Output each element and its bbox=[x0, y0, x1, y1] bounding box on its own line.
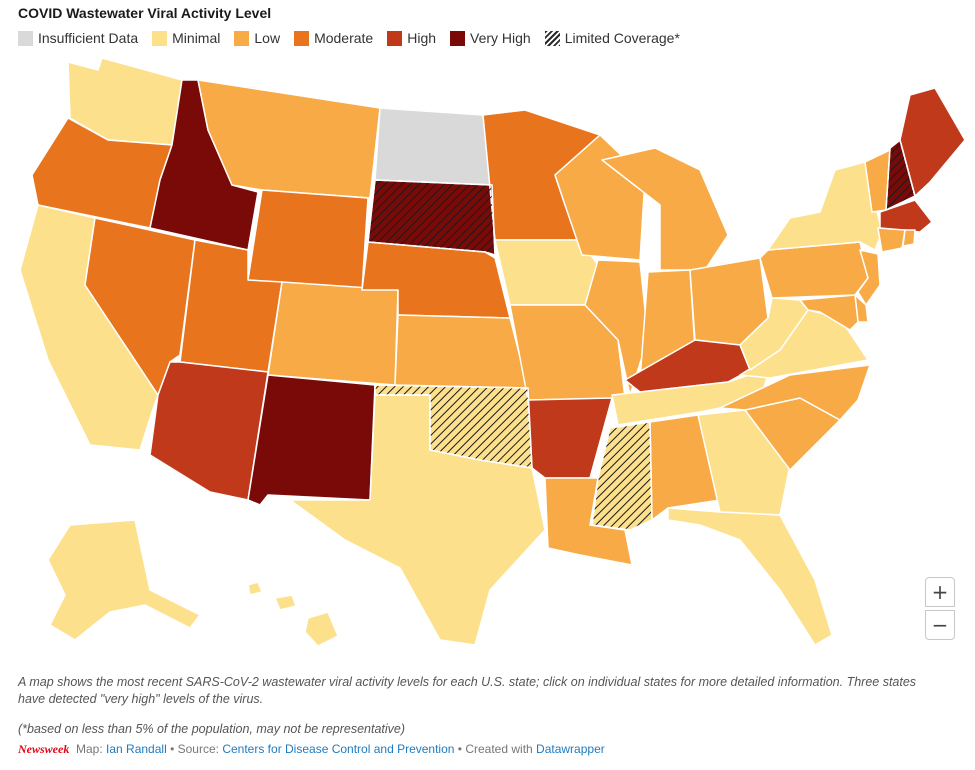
legend-swatch bbox=[152, 30, 168, 46]
legend-label: Moderate bbox=[314, 30, 374, 46]
legend-swatch bbox=[450, 30, 466, 46]
legend-item-high: High bbox=[387, 30, 436, 46]
state-co[interactable] bbox=[267, 281, 399, 386]
legend-swatch bbox=[234, 30, 250, 46]
legend-label: Minimal bbox=[172, 30, 221, 46]
state-md[interactable] bbox=[799, 294, 859, 331]
newsweek-logo[interactable]: Newsweek bbox=[18, 742, 70, 756]
state-az[interactable] bbox=[149, 361, 269, 501]
legend-item-very-high: Very High bbox=[450, 30, 531, 46]
state-mo[interactable] bbox=[509, 304, 626, 401]
datawrapper-link[interactable]: Datawrapper bbox=[536, 742, 605, 756]
legend-item-minimal: Minimal bbox=[152, 30, 220, 46]
source-link[interactable]: Centers for Disease Control and Preventi… bbox=[222, 742, 455, 756]
map-description: A map shows the most recent SARS-CoV-2 w… bbox=[18, 675, 917, 706]
zoom-out-button[interactable]: − bbox=[925, 610, 955, 640]
legend-swatch bbox=[294, 30, 310, 46]
state-nm[interactable] bbox=[247, 374, 376, 506]
us-map bbox=[19, 57, 966, 647]
state-ar[interactable] bbox=[527, 397, 613, 479]
source-label: • Source: bbox=[170, 742, 219, 756]
legend-label: Low bbox=[254, 30, 281, 46]
state-hi[interactable] bbox=[247, 581, 339, 647]
legend-label: Very High bbox=[470, 30, 531, 46]
legend-label: High bbox=[407, 30, 437, 46]
legend-label: Insufficient Data bbox=[38, 30, 139, 46]
state-wy[interactable] bbox=[247, 189, 369, 291]
state-ri[interactable] bbox=[902, 229, 916, 247]
state-nc[interactable] bbox=[719, 364, 871, 421]
state-mi[interactable] bbox=[601, 147, 729, 271]
zoom-in-button[interactable]: + bbox=[925, 577, 955, 607]
created-with-label: • Created with bbox=[457, 742, 533, 756]
state-pa[interactable] bbox=[759, 241, 869, 299]
state-nd[interactable] bbox=[374, 107, 493, 186]
legend-label: Limited Coverage* bbox=[564, 30, 680, 46]
state-fl[interactable] bbox=[667, 507, 833, 646]
legend-item-limited-coverage: Limited Coverage* bbox=[544, 30, 680, 46]
map-title: COVID Wastewater Viral Activity Level bbox=[18, 5, 272, 21]
state-ny[interactable] bbox=[767, 161, 883, 251]
legend-item-low: Low bbox=[234, 30, 280, 46]
legend-swatch bbox=[387, 30, 403, 46]
legend-swatch bbox=[18, 30, 33, 46]
legend: Insufficient Data Minimal Low Moderate H… bbox=[18, 28, 694, 48]
state-ga[interactable] bbox=[697, 409, 791, 516]
footer: Newsweek Map: Ian Randall • Source: Cent… bbox=[18, 742, 605, 757]
coverage-note: (*based on less than 5% of the populatio… bbox=[18, 722, 406, 736]
legend-item-moderate: Moderate bbox=[294, 30, 373, 46]
state-ak[interactable] bbox=[47, 519, 201, 641]
legend-swatch-hatch bbox=[544, 30, 560, 46]
author-link[interactable]: Ian Randall bbox=[106, 742, 167, 756]
map-credit-label: Map: bbox=[76, 742, 103, 756]
state-ct[interactable] bbox=[877, 227, 906, 253]
state-ks[interactable] bbox=[394, 314, 529, 389]
legend-item-insufficient: Insufficient Data bbox=[18, 30, 138, 46]
